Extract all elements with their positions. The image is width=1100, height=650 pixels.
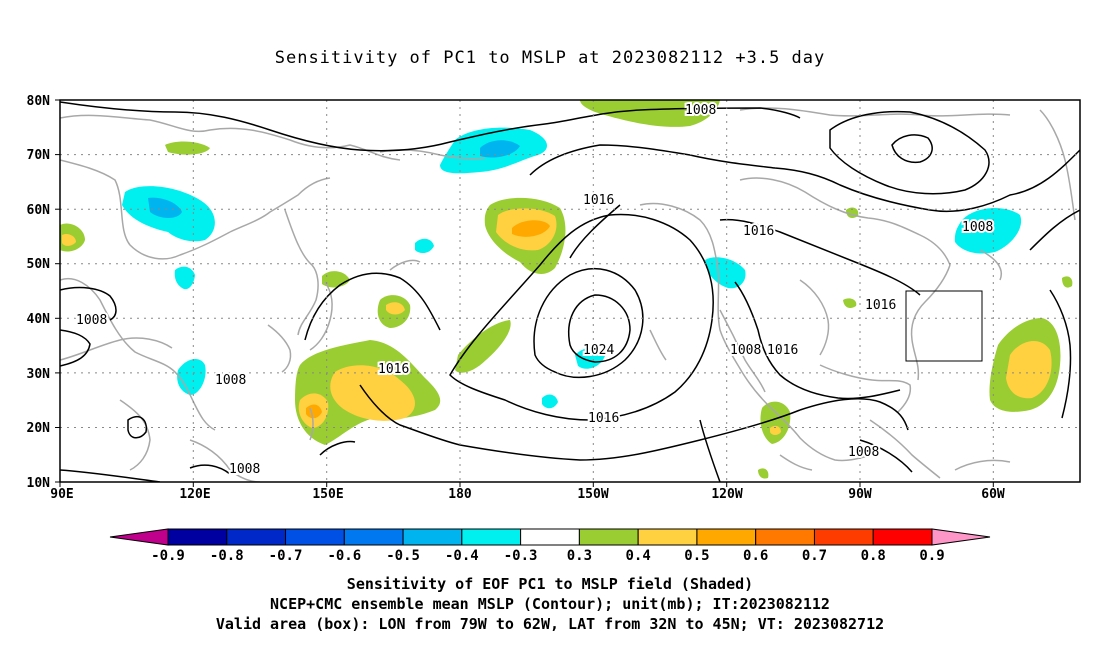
contour-label: 1016 bbox=[743, 224, 774, 239]
map-border bbox=[59, 99, 1081, 483]
neg-area-korea bbox=[174, 266, 195, 290]
lon-label: 60W bbox=[981, 487, 1005, 502]
lon-label: 150E bbox=[312, 487, 343, 502]
colorbar-segment bbox=[461, 528, 522, 546]
contour-label: 1008 bbox=[76, 313, 107, 328]
lon-label: 150W bbox=[577, 487, 608, 502]
pos-area-taiwan-orange bbox=[306, 404, 322, 419]
contour-label: 1008 bbox=[685, 103, 716, 118]
contour-label: 1008 bbox=[962, 220, 993, 235]
pos-area-atlantic-yellow bbox=[1006, 340, 1052, 399]
contour-label: 1008 bbox=[229, 462, 260, 477]
neg-area-pacific bbox=[575, 347, 605, 369]
lon-label: 120E bbox=[179, 487, 210, 502]
lon-label: 90W bbox=[848, 487, 872, 502]
colorbar-tick-label: -0.6 bbox=[327, 548, 361, 564]
colorbar-under-triangle bbox=[109, 528, 169, 546]
lat-label: 20N bbox=[27, 421, 51, 436]
colorbar-segment bbox=[755, 528, 815, 546]
colorbar-tick-label: -0.5 bbox=[386, 548, 420, 564]
colorbar-segment bbox=[637, 528, 698, 546]
contour-label: 1008 bbox=[730, 343, 761, 358]
pos-area-small-green2 bbox=[843, 298, 857, 308]
colorbar-tick-label: 0.4 bbox=[626, 548, 651, 564]
colorbar-tick-label: 0.5 bbox=[684, 548, 709, 564]
lat-label: 40N bbox=[27, 312, 51, 327]
coastlines bbox=[60, 107, 1076, 482]
contour-label: 1008 bbox=[848, 445, 879, 460]
lat-label: 10N bbox=[27, 476, 51, 491]
colorbar-segment bbox=[578, 528, 639, 546]
neg-area-labrador bbox=[954, 207, 1022, 254]
pos-area-subtropic-pac bbox=[455, 320, 511, 373]
colorbar-tick-label: 0.9 bbox=[919, 548, 944, 564]
contour-label: 1016 bbox=[767, 343, 798, 358]
colorbar-segment bbox=[402, 528, 463, 546]
contour-label: 1016 bbox=[865, 298, 896, 313]
colorbar-over-triangle bbox=[931, 528, 991, 546]
map-title: Sensitivity of PC1 to MSLP at 2023082112… bbox=[274, 48, 826, 68]
caption-line-1: Sensitivity of EOF PC1 to MSLP field (Sh… bbox=[346, 575, 754, 593]
colorbar: -0.9 -0.8 -0.7 -0.6 -0.5 -0.4 -0.3 0.3 0.4 0.5 0.6… bbox=[109, 528, 991, 564]
contour-label: 1016 bbox=[588, 411, 619, 426]
lon-label: 180 bbox=[448, 487, 472, 502]
contour-label: 1016 bbox=[583, 193, 614, 208]
colorbar-tick-label: -0.8 bbox=[210, 548, 244, 564]
caption-block: Sensitivity of EOF PC1 to MSLP field (Sh… bbox=[0, 574, 1100, 634]
colorbar-tick-label: -0.4 bbox=[445, 548, 479, 564]
colorbar-segment bbox=[285, 528, 345, 546]
contour-labels: 1008 1016 1016 1008 1008 1008 1016 1016 … bbox=[74, 101, 995, 479]
contour-label: 1008 bbox=[215, 373, 246, 388]
pos-area-kamchatka-core bbox=[386, 302, 405, 315]
contour-label: 1016 bbox=[378, 362, 409, 377]
lat-label: 60N bbox=[27, 203, 51, 218]
colorbar-tick-label: -0.7 bbox=[269, 548, 303, 564]
pos-area-small-green3 bbox=[1062, 276, 1073, 288]
pos-area-small-green4 bbox=[758, 468, 769, 479]
lat-label: 80N bbox=[27, 94, 51, 109]
pos-area-mexico-core bbox=[770, 425, 781, 435]
colorbar-segment bbox=[343, 528, 404, 546]
pos-area-mexico-coast bbox=[760, 401, 791, 444]
neg-area-china bbox=[177, 358, 206, 395]
colorbar-tick-label: 0.8 bbox=[861, 548, 886, 564]
mslp-contours bbox=[60, 101, 1080, 482]
grid-lines bbox=[60, 100, 1080, 482]
colorbar-segment bbox=[872, 528, 933, 546]
lon-axis: 90E 120E 150E 180 150W 120W 90W 60W bbox=[50, 482, 1005, 502]
caption-line-2: NCEP+CMC ensemble mean MSLP (Contour); u… bbox=[270, 595, 830, 613]
pos-area-japan-east-yellow bbox=[330, 365, 416, 421]
neg-area-canada-west bbox=[705, 257, 746, 289]
neg-area-pacific-small bbox=[542, 394, 558, 409]
lat-axis: 80N 70N 60N 50N 40N 30N 20N 10N bbox=[27, 94, 60, 491]
colorbar-tick-label: -0.9 bbox=[151, 548, 185, 564]
neg-area-small1 bbox=[415, 238, 434, 254]
valid-area-box bbox=[905, 290, 983, 362]
colorbar-segment bbox=[520, 528, 580, 546]
colorbar-segment bbox=[226, 528, 287, 546]
contour-label: 1024 bbox=[583, 343, 614, 358]
colorbar-segment bbox=[813, 528, 874, 546]
colorbar-tick-label: -0.3 bbox=[504, 548, 538, 564]
pos-area-bering-orange bbox=[512, 220, 550, 237]
neg-area-arctic-core bbox=[480, 140, 520, 158]
colorbar-segment bbox=[696, 528, 757, 546]
neg-area-siberia-core bbox=[148, 197, 182, 218]
caption-line-3: Valid area (box): LON from 79W to 62W, L… bbox=[215, 615, 885, 633]
lon-label: 120W bbox=[711, 487, 742, 502]
lat-label: 30N bbox=[27, 367, 51, 382]
pos-area-siberia-top bbox=[165, 141, 210, 155]
sensitivity-shading bbox=[60, 100, 1073, 479]
colorbar-tick-label: 0.7 bbox=[802, 548, 827, 564]
colorbar-segment bbox=[167, 528, 228, 546]
colorbar-tick-label: 0.6 bbox=[743, 548, 768, 564]
lon-label: 90E bbox=[50, 487, 73, 502]
lat-label: 50N bbox=[27, 257, 51, 272]
lat-label: 70N bbox=[27, 148, 51, 163]
colorbar-tick-label: 0.3 bbox=[567, 548, 592, 564]
pos-area-west-edge-core bbox=[62, 233, 76, 246]
pos-area-arctic-top bbox=[580, 100, 720, 127]
